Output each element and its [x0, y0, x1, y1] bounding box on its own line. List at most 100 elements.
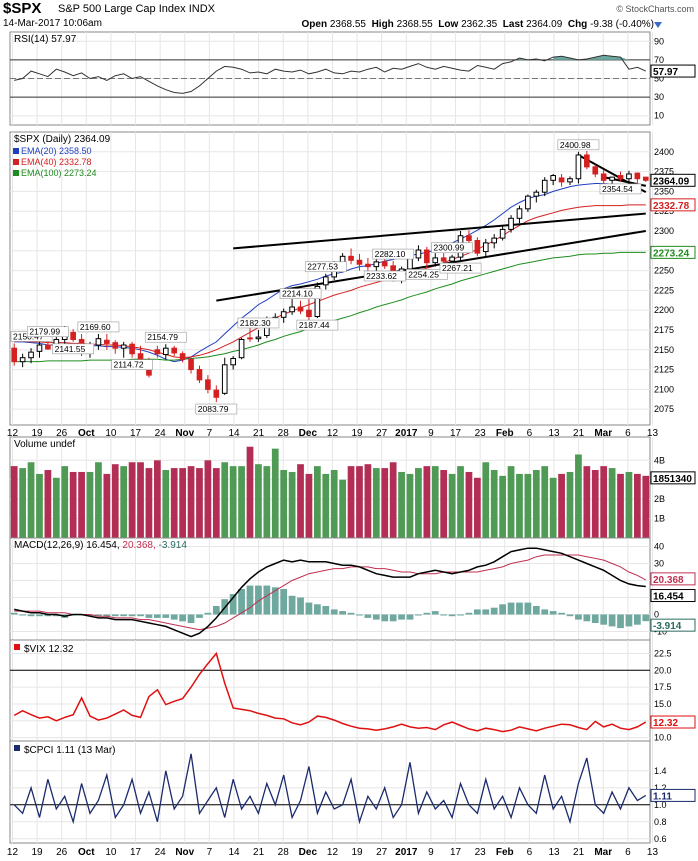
x-axis-label: 23 [475, 428, 487, 439]
macd-histogram-bar [280, 589, 288, 615]
cpci-ytick: 1.0 [654, 800, 667, 810]
volume-bar [128, 462, 136, 538]
volume-bar [608, 468, 616, 538]
volume-bar [204, 460, 212, 538]
macd-histogram-bar [128, 614, 136, 617]
volume-bar [566, 471, 574, 538]
volume-bar [288, 471, 296, 538]
macd-histogram-bar [162, 614, 170, 618]
macd-histogram-bar [111, 614, 119, 617]
chg-label: Chg [567, 19, 588, 30]
price-annotation-box [77, 321, 120, 333]
x-axis-label: 14 [228, 428, 240, 439]
x-axis-label: 21 [573, 428, 585, 439]
macd-histogram-bar [600, 614, 608, 625]
chg-value: -9.38 (-0.40%) [590, 19, 654, 30]
cpci-legend-swatch [14, 745, 20, 751]
volume-bar [490, 470, 498, 538]
candle-body [162, 347, 169, 356]
price-ytick: 2075 [654, 404, 674, 414]
macd-histogram-bar [204, 612, 212, 615]
macd-histogram-bar [448, 614, 456, 617]
macd-line [14, 547, 646, 638]
price-title: $SPX (Daily) 2364.09 [14, 134, 111, 145]
chart-header: $SPX S&P 500 Large Cap Index INDX 14-Mar… [0, 0, 698, 32]
macd-histogram-bar [187, 614, 195, 623]
candle-body [28, 351, 34, 359]
volume-bar [532, 470, 540, 538]
candle-body [314, 285, 321, 318]
price-right-label-box [650, 173, 696, 187]
macd-value-tag: 16.454 [653, 592, 684, 603]
macd-histogram-bar [524, 602, 532, 615]
volume-bar [162, 470, 170, 538]
x-axis-label-bottom: 6 [625, 847, 631, 858]
macd-histogram-bar [389, 614, 397, 622]
x-axis-label-bottom: 12 [327, 847, 339, 858]
candle-body [533, 191, 540, 197]
price-ytick: 2300 [654, 226, 674, 236]
volume-bar [246, 446, 254, 538]
volume-bar [389, 462, 397, 538]
vix-legend-swatch [14, 644, 20, 650]
cpci-ytick: 0.6 [654, 834, 667, 844]
macd-histogram-bar [10, 612, 18, 615]
volume-bar [229, 466, 237, 538]
volume-bar [356, 466, 363, 538]
price-annotation: 2169.60 [80, 322, 111, 332]
candle-body [70, 331, 76, 340]
x-axis-label: Feb [496, 428, 514, 439]
x-axis-label-bottom: 23 [475, 847, 487, 858]
candle-body [306, 309, 312, 318]
rsi-ytick: 90 [654, 36, 664, 46]
candle-body [19, 357, 26, 363]
candle-body [558, 177, 565, 183]
macd-histogram-bar [490, 607, 498, 615]
x-axis-label: 13 [647, 428, 659, 439]
candle-body [634, 172, 641, 180]
volume-bar [145, 468, 153, 538]
volume-bar [541, 466, 549, 538]
price-ytick: 2375 [654, 167, 674, 177]
ohlc-summary: Open 2368.55 High 2368.55 Low 2362.35 La… [302, 19, 655, 30]
price-annotation-box [296, 319, 339, 331]
volume-bar [263, 466, 271, 538]
macd-histogram-bar [297, 597, 304, 615]
dropdown-triangle-icon[interactable] [654, 22, 662, 28]
vix-frame [9, 639, 651, 742]
vix-line [13, 651, 647, 733]
ema-line [14, 183, 646, 363]
candle-body [642, 176, 649, 181]
macd-histogram-bar [154, 614, 161, 618]
candle-body [230, 357, 236, 366]
candle-body [171, 347, 178, 354]
volume-bar [297, 464, 304, 538]
candle-body [196, 369, 203, 381]
volume-bar [575, 454, 582, 538]
rsi-last-label-box [650, 64, 696, 78]
candle-body [466, 235, 472, 241]
volume-bar [238, 466, 245, 538]
macd-histogram-bar [229, 594, 237, 615]
candle-body [541, 179, 548, 193]
x-axis-label: 26 [56, 428, 68, 439]
volume-bar [255, 464, 262, 538]
candle-body [381, 261, 388, 267]
low-value: 2362.35 [461, 19, 498, 30]
x-axis-label: 13 [548, 428, 560, 439]
macd-histogram-bar [566, 614, 574, 617]
candle-body [179, 353, 186, 360]
open-label: Open [301, 19, 328, 30]
candle-body [280, 311, 287, 318]
candle-body [112, 342, 119, 349]
price-annotation-box [52, 343, 95, 355]
price-annotation-box [557, 139, 600, 151]
price-annotation-box [599, 183, 642, 195]
last-label: Last [502, 19, 524, 30]
volume-bar [78, 471, 85, 538]
candle-body [424, 249, 430, 264]
x-axis-label: 17 [450, 428, 462, 439]
price-ytick: 2250 [654, 266, 674, 276]
symbol-name: S&P 500 Large Cap Index INDX [58, 3, 215, 15]
